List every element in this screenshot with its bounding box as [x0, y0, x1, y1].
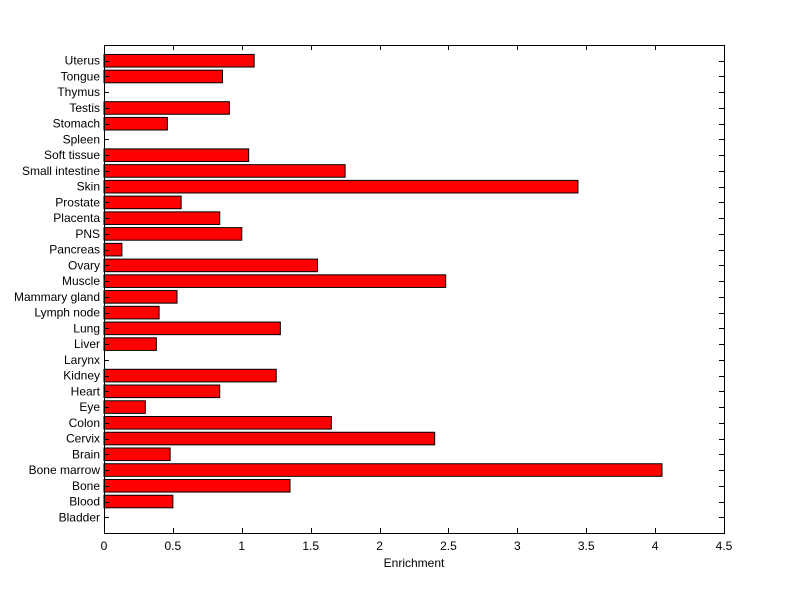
bar-cervix	[103, 431, 436, 446]
bar-uterus	[103, 53, 255, 68]
category-label-thymus: Thymus	[57, 85, 100, 99]
bar-skin	[103, 179, 579, 194]
x-tick-label: 0	[101, 539, 108, 553]
category-label-cervix: Cervix	[66, 432, 100, 446]
x-tick-label: 3.5	[578, 539, 595, 553]
bar-bone	[103, 478, 291, 493]
bar-muscle	[103, 274, 447, 288]
x-tick-label: 4.5	[716, 539, 733, 553]
x-tick-label: 2.5	[440, 539, 457, 553]
category-label-uterus: Uterus	[65, 54, 100, 68]
category-label-blood: Blood	[69, 495, 100, 509]
bar-small-intestine	[103, 164, 346, 178]
category-label-muscle: Muscle	[62, 274, 100, 288]
bar-testis	[103, 101, 230, 115]
category-label-placenta: Placenta	[53, 211, 100, 225]
category-label-tongue: Tongue	[61, 69, 101, 83]
bar-liver	[103, 337, 157, 351]
category-label-brain: Brain	[72, 447, 100, 461]
axes-box	[104, 45, 725, 534]
category-label-spleen: Spleen	[63, 132, 100, 146]
category-label-lymph-node: Lymph node	[34, 306, 100, 320]
category-label-lung: Lung	[73, 321, 100, 335]
category-label-skin: Skin	[77, 180, 100, 194]
category-label-pancreas: Pancreas	[49, 243, 100, 257]
category-label-mammary-gland: Mammary gland	[14, 290, 100, 304]
category-label-bladder: Bladder	[59, 510, 100, 524]
category-label-small-intestine: Small intestine	[22, 164, 100, 178]
bar-lymph-node	[103, 305, 160, 320]
bar-heart	[103, 384, 221, 399]
bar-kidney	[103, 368, 277, 383]
plot-area	[104, 45, 724, 533]
category-label-kidney: Kidney	[63, 369, 100, 383]
bar-tongue	[103, 69, 223, 84]
category-label-soft-tissue: Soft tissue	[44, 148, 100, 162]
category-label-ovary: Ovary	[68, 258, 100, 272]
x-tick-label: 2	[376, 539, 383, 553]
bar-bone-marrow	[103, 463, 663, 477]
x-axis-label: Enrichment	[384, 556, 445, 570]
bar-soft-tissue	[103, 148, 250, 162]
x-tick-label: 3	[514, 539, 521, 553]
bar-pancreas	[103, 242, 123, 257]
tick-marks	[104, 45, 725, 533]
plot-background	[104, 45, 724, 533]
x-tick-labels: 0 0.5 1 1.5 2 2.5 3 3.5 4 4.5	[101, 539, 733, 553]
bar-eye	[103, 400, 146, 414]
bar-mammary-gland	[103, 290, 178, 304]
category-label-liver: Liver	[74, 337, 100, 351]
category-label-colon: Colon	[69, 416, 100, 430]
bar-ovary	[103, 258, 319, 273]
bar-stomach	[103, 116, 168, 131]
x-tick-label: 1.5	[302, 539, 319, 553]
x-tick-label: 4	[652, 539, 659, 553]
x-tick-label: 0.5	[165, 539, 182, 553]
category-label-stomach: Stomach	[53, 117, 100, 131]
category-label-larynx: Larynx	[64, 353, 100, 367]
bar-pns	[103, 227, 243, 241]
bar-placenta	[103, 211, 221, 225]
category-label-testis: Testis	[69, 101, 100, 115]
x-tick-label: 1	[238, 539, 245, 553]
category-label-bone: Bone	[72, 479, 100, 493]
category-label-pns: PNS	[75, 227, 100, 241]
bar-brain	[103, 447, 171, 462]
category-label-prostate: Prostate	[55, 195, 100, 209]
category-label-eye: Eye	[79, 400, 100, 414]
category-label-heart: Heart	[71, 384, 101, 398]
bar-blood	[103, 494, 174, 509]
axes-frame	[104, 45, 725, 534]
bar-colon	[103, 416, 332, 430]
bar-lung	[103, 321, 281, 336]
category-label-bone-marrow: Bone marrow	[29, 463, 101, 477]
bar-prostate	[103, 195, 182, 210]
